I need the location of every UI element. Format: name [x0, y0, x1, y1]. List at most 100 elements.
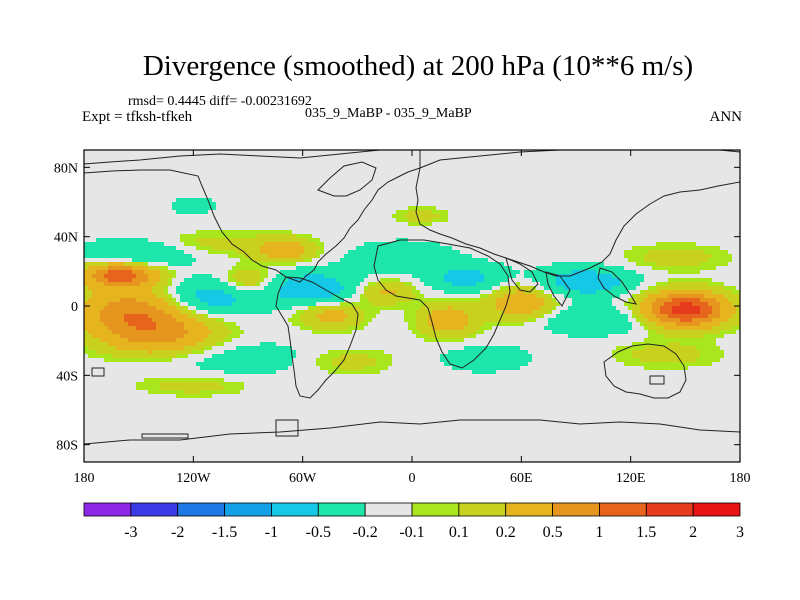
- field-cell: [392, 294, 396, 298]
- field-cell: [468, 254, 472, 258]
- field-cell: [640, 246, 644, 250]
- field-cell: [564, 278, 568, 282]
- field-cell: [456, 310, 460, 314]
- field-cell: [160, 290, 164, 294]
- field-cell: [696, 322, 700, 326]
- field-cell: [436, 310, 440, 314]
- field-cell: [236, 334, 240, 338]
- field-cell: [704, 286, 708, 290]
- field-cell: [344, 322, 348, 326]
- field-cell: [216, 390, 220, 394]
- field-cell: [468, 366, 472, 370]
- field-cell: [144, 306, 148, 310]
- field-cell: [704, 254, 708, 258]
- field-cell: [668, 290, 672, 294]
- field-cell: [676, 342, 680, 346]
- field-cell: [120, 358, 124, 362]
- field-cell: [704, 350, 708, 354]
- field-cell: [412, 274, 416, 278]
- field-cell: [96, 242, 100, 246]
- field-cell: [416, 254, 420, 258]
- field-cell: [324, 306, 328, 310]
- field-cell: [684, 314, 688, 318]
- colorbar-swatch: [552, 502, 600, 517]
- field-cell: [288, 258, 292, 262]
- field-cell: [240, 370, 244, 374]
- field-cell: [280, 230, 284, 234]
- field-cell: [680, 270, 684, 274]
- field-cell: [148, 378, 152, 382]
- field-cell: [140, 354, 144, 358]
- field-cell: [668, 250, 672, 254]
- field-cell: [188, 378, 192, 382]
- field-cell: [352, 266, 356, 270]
- field-cell: [448, 310, 452, 314]
- field-cell: [280, 358, 284, 362]
- field-cell: [120, 322, 124, 326]
- field-cell: [440, 302, 444, 306]
- field-cell: [468, 334, 472, 338]
- field-cell: [168, 354, 172, 358]
- field-cell: [192, 274, 196, 278]
- field-cell: [220, 318, 224, 322]
- field-cell: [208, 390, 212, 394]
- field-cell: [412, 318, 416, 322]
- case-label: 035_9_MaBP - 035_9_MaBP: [305, 106, 472, 121]
- field-cell: [592, 334, 596, 338]
- field-cell: [420, 298, 424, 302]
- field-cell: [284, 278, 288, 282]
- field-cell: [476, 258, 480, 262]
- field-cell: [696, 302, 700, 306]
- field-cell: [188, 254, 192, 258]
- field-cell: [304, 298, 308, 302]
- field-cell: [300, 322, 304, 326]
- field-cell: [380, 242, 384, 246]
- field-cell: [380, 278, 384, 282]
- field-cell: [148, 338, 152, 342]
- field-cell: [224, 334, 228, 338]
- colorbar-label: 0.1: [449, 524, 469, 541]
- field-cell: [376, 266, 380, 270]
- field-cell: [592, 298, 596, 302]
- field-cell: [304, 302, 308, 306]
- field-cell: [104, 238, 108, 242]
- field-cell: [492, 298, 496, 302]
- field-cell: [112, 358, 116, 362]
- field-cell: [628, 250, 632, 254]
- field-cell: [688, 358, 692, 362]
- field-cell: [576, 314, 580, 318]
- field-cell: [404, 310, 408, 314]
- field-cell: [472, 306, 476, 310]
- field-cell: [112, 270, 116, 274]
- field-cell: [420, 210, 424, 214]
- field-cell: [432, 282, 436, 286]
- field-cell: [92, 246, 96, 250]
- field-cell: [168, 274, 172, 278]
- field-cell: [536, 278, 540, 282]
- field-cell: [556, 278, 560, 282]
- field-cell: [684, 358, 688, 362]
- field-cell: [156, 294, 160, 298]
- field-cell: [648, 362, 652, 366]
- field-cell: [704, 318, 708, 322]
- field-cell: [712, 358, 716, 362]
- field-cell: [708, 286, 712, 290]
- field-cell: [280, 354, 284, 358]
- field-cell: [304, 294, 308, 298]
- field-cell: [688, 290, 692, 294]
- field-cell: [356, 370, 360, 374]
- field-cell: [420, 222, 424, 226]
- field-cell: [224, 330, 228, 334]
- field-cell: [344, 254, 348, 258]
- field-cell: [128, 326, 132, 330]
- field-cell: [244, 262, 248, 266]
- field-cell: [456, 350, 460, 354]
- field-cell: [528, 314, 532, 318]
- field-cell: [696, 358, 700, 362]
- field-cell: [720, 258, 724, 262]
- field-cell: [292, 246, 296, 250]
- north-america-outline: [83, 149, 421, 283]
- field-cell: [588, 282, 592, 286]
- field-cell: [484, 282, 488, 286]
- field-cell: [568, 310, 572, 314]
